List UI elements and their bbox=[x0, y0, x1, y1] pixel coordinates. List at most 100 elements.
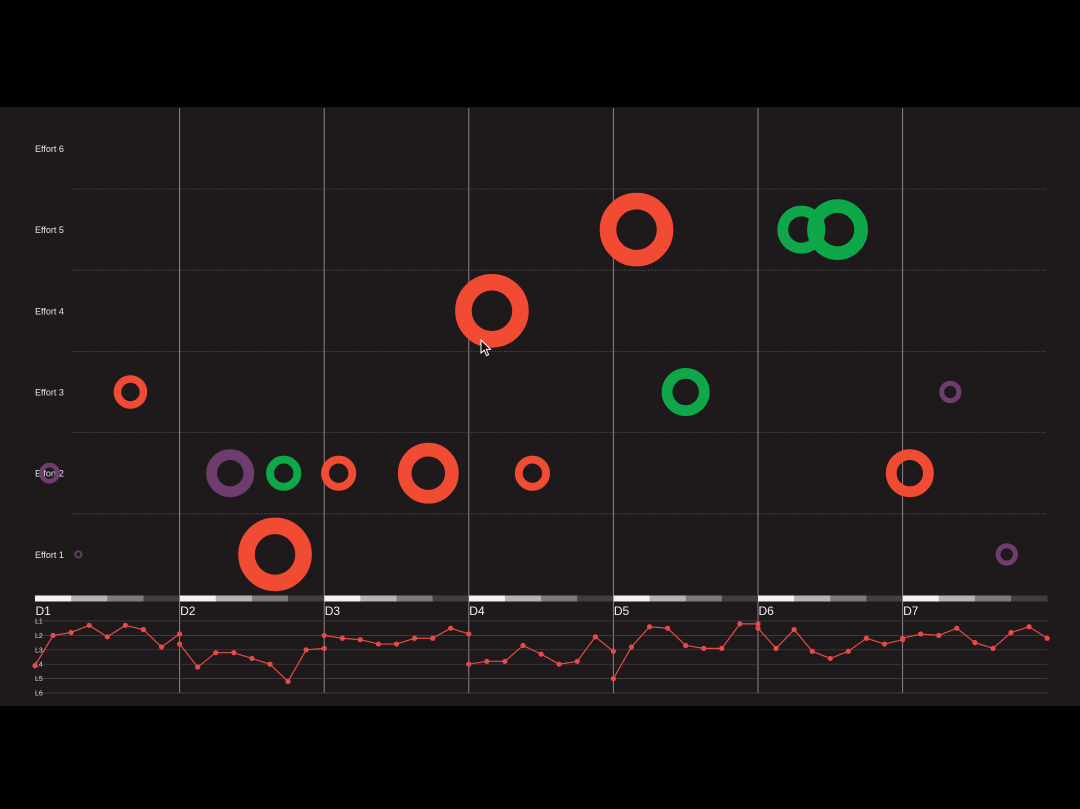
timeline-strip bbox=[35, 595, 1048, 602]
level-point bbox=[177, 631, 183, 637]
timeline-segment bbox=[215, 595, 253, 602]
level-point bbox=[755, 625, 761, 631]
level-point bbox=[646, 624, 653, 630]
level-series-line bbox=[34, 624, 180, 666]
level-point bbox=[411, 635, 418, 641]
level-tick-label: L3 bbox=[35, 647, 43, 654]
effort-tick-label: Effort 6 bbox=[35, 144, 64, 154]
level-point bbox=[321, 632, 327, 639]
level-point bbox=[484, 658, 490, 664]
level-point bbox=[68, 629, 74, 636]
level-point bbox=[32, 663, 38, 669]
timeline-segment bbox=[830, 595, 867, 602]
level-point bbox=[339, 635, 345, 641]
level-point bbox=[936, 632, 942, 639]
level-point bbox=[610, 648, 617, 654]
day-tick-label: D4 bbox=[469, 604, 485, 618]
level-tick-label: L5 bbox=[35, 676, 43, 683]
level-point bbox=[737, 621, 743, 627]
bubble-point bbox=[807, 199, 868, 261]
timeline-segment bbox=[396, 595, 433, 602]
timeline-segment bbox=[902, 595, 940, 602]
timeline-segment bbox=[974, 595, 1012, 602]
timeline-segment bbox=[1011, 595, 1048, 602]
level-point bbox=[213, 650, 219, 656]
level-point bbox=[357, 637, 363, 643]
level-point bbox=[267, 661, 273, 667]
level-tick-label: L1 bbox=[35, 619, 43, 626]
level-point bbox=[375, 641, 382, 647]
level-point bbox=[538, 651, 544, 657]
level-point bbox=[231, 650, 237, 656]
level-point bbox=[827, 655, 833, 662]
level-point bbox=[122, 622, 128, 628]
bubble-point bbox=[206, 449, 255, 498]
level-point bbox=[520, 642, 526, 649]
level-point bbox=[791, 627, 797, 633]
level-point bbox=[466, 661, 472, 667]
effort-tick-label: Effort 3 bbox=[35, 388, 64, 398]
level-point bbox=[719, 645, 725, 651]
level-point bbox=[303, 647, 309, 653]
level-point bbox=[321, 645, 327, 651]
mouse-cursor-icon bbox=[480, 338, 492, 357]
level-point bbox=[140, 627, 147, 633]
timeline-segment bbox=[577, 595, 614, 602]
level-point bbox=[502, 658, 508, 664]
timeline-segment bbox=[71, 595, 108, 602]
letterbox-top bbox=[0, 0, 1080, 107]
timeline-segment bbox=[251, 595, 289, 602]
timeline-segment bbox=[179, 595, 217, 602]
timeline-segment bbox=[541, 595, 578, 602]
bubble-series bbox=[39, 192, 1018, 592]
level-point bbox=[972, 640, 978, 646]
timeline-segment bbox=[35, 595, 72, 602]
effort-tick-label: Effort 2 bbox=[35, 469, 64, 479]
timeline-segment bbox=[938, 595, 976, 602]
level-series-line bbox=[612, 623, 758, 679]
bubble-point bbox=[321, 455, 357, 491]
bubble-point bbox=[455, 273, 529, 348]
level-point bbox=[104, 634, 110, 640]
level-point bbox=[863, 635, 870, 641]
level-point bbox=[177, 641, 183, 647]
level-point bbox=[900, 635, 906, 641]
level-point bbox=[556, 661, 562, 667]
timeline-segment bbox=[866, 595, 903, 602]
level-point bbox=[158, 644, 165, 650]
day-axis-labels: D1 D2 D3 D4 D5 D6 D7 bbox=[36, 604, 919, 618]
timeline-segment bbox=[794, 595, 831, 602]
level-tick-label: L4 bbox=[35, 662, 43, 669]
level-point bbox=[249, 655, 255, 662]
level-point bbox=[918, 631, 924, 637]
bubble-point bbox=[514, 455, 551, 491]
level-point bbox=[701, 645, 707, 651]
timeline-segment bbox=[360, 595, 397, 602]
level-point bbox=[665, 625, 671, 631]
bubble-point bbox=[939, 380, 962, 404]
timeline-segment bbox=[143, 595, 180, 602]
level-point bbox=[881, 641, 888, 647]
timeline-segment bbox=[288, 595, 325, 602]
day-tick-label: D3 bbox=[325, 604, 341, 618]
day-tick-label: D2 bbox=[180, 604, 196, 618]
level-point bbox=[628, 644, 635, 650]
level-point bbox=[430, 635, 436, 641]
bubble-point bbox=[238, 517, 312, 592]
day-tick-label: D1 bbox=[36, 604, 52, 618]
effort-tick-label: Effort 1 bbox=[35, 550, 64, 560]
bubble-point bbox=[266, 455, 302, 491]
timeline-segment bbox=[468, 595, 506, 602]
level-point bbox=[195, 664, 201, 670]
day-tick-label: D7 bbox=[903, 604, 919, 618]
bubble-point bbox=[599, 192, 674, 267]
bubble-point bbox=[113, 375, 148, 409]
timeline-segment bbox=[324, 595, 361, 602]
level-series-line bbox=[468, 635, 614, 665]
effort-tick-label: Effort 4 bbox=[35, 306, 64, 316]
bubble-point bbox=[995, 543, 1018, 566]
level-axis: L1 L2 L3 L4 L5 L6 bbox=[35, 619, 43, 698]
bubble-point bbox=[661, 367, 710, 416]
